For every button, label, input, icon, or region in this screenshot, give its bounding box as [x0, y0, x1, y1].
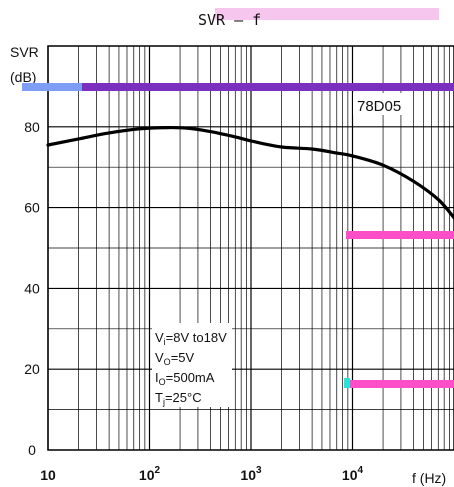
- blue-highlight-band: [22, 83, 82, 91]
- y-axis-label: SVR: [10, 44, 39, 60]
- condition-line: IO=500mA: [155, 370, 215, 387]
- pink-highlight-band-lower: [346, 380, 454, 388]
- condition-line: VO=5V: [155, 350, 195, 367]
- x-tick-label: 102: [139, 465, 161, 483]
- conditions-box: [152, 323, 232, 407]
- condition-line: Tj=25°C: [155, 390, 202, 407]
- y-tick-label: 20: [24, 361, 40, 377]
- condition-line: Vi=8V to18V: [155, 330, 227, 347]
- plot-frame: [47, 45, 454, 451]
- y-tick-label: 0: [28, 442, 36, 458]
- x-tick-label: 10: [40, 467, 56, 483]
- curve-layer: [46, 125, 454, 220]
- conditions-text: Vi=8V to18V VO=5V IO=500mA Tj=25°C: [155, 330, 227, 407]
- x-tick-label: 103: [240, 465, 262, 483]
- chart-title: SVR — f: [198, 11, 261, 29]
- y-axis-unit: (dB): [10, 69, 36, 85]
- title-highlight: [215, 8, 439, 20]
- series-label: 78D05: [357, 98, 401, 115]
- pink-highlight-band-upper: [346, 231, 454, 239]
- cyan-highlight-mark: [344, 378, 350, 388]
- y-tick-label: 40: [24, 280, 40, 296]
- series-line: [46, 125, 454, 220]
- y-tick-label: 60: [24, 200, 40, 216]
- x-axis-label: f (Hz): [412, 470, 446, 486]
- purple-highlight-band: [22, 83, 454, 91]
- series-label-bg: [353, 93, 411, 115]
- y-tick-label: 80: [24, 119, 40, 135]
- x-tick-label: 104: [342, 465, 364, 483]
